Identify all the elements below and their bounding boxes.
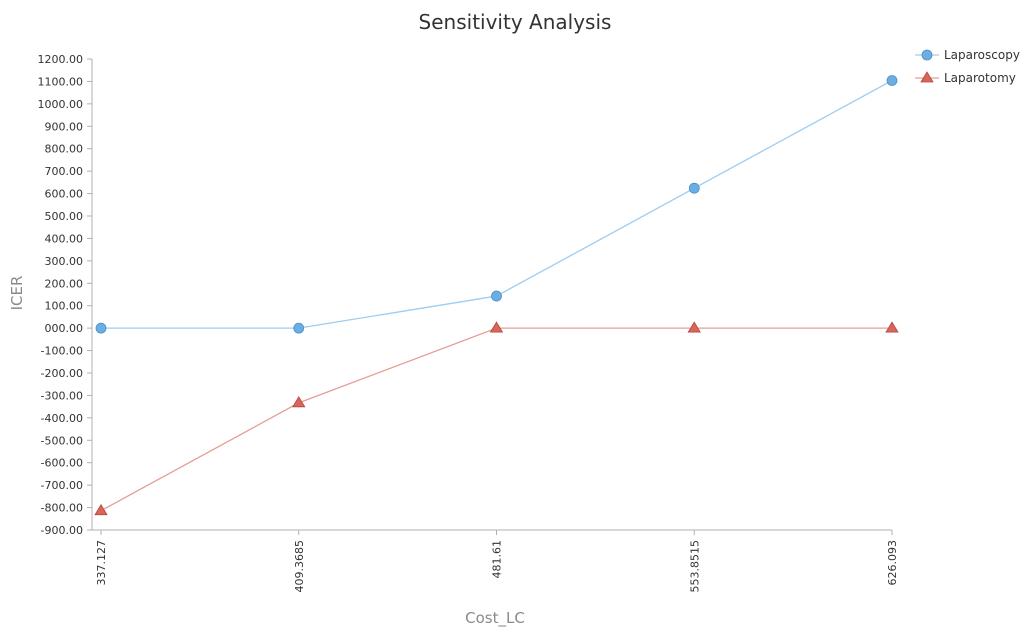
data-point-laparoscopy[interactable]	[491, 290, 502, 302]
legend-item-laparoscopy[interactable]: Laparoscopy	[915, 48, 1020, 62]
data-point-laparoscopy[interactable]	[293, 322, 305, 334]
legend-label: Laparoscopy	[944, 48, 1020, 62]
legend-label: Laparotomy	[944, 71, 1016, 85]
x-tick-label: 337.127	[95, 540, 108, 586]
y-tick-label: 700.00	[45, 165, 84, 178]
series-points	[94, 75, 899, 516]
y-tick-label: 500.00	[45, 210, 84, 223]
y-axis-title: ICER	[8, 276, 26, 311]
data-point-laparoscopy[interactable]	[886, 75, 898, 86]
y-tick-label: -700.00	[41, 479, 83, 492]
series-line-laparotomy	[100, 327, 892, 512]
y-tick-label: 1200.00	[38, 53, 84, 66]
y-tick-label: -600.00	[41, 457, 83, 470]
y-tick-label: -800.00	[41, 502, 83, 515]
data-point-laparotomy[interactable]	[292, 396, 306, 408]
data-point-laparoscopy[interactable]	[95, 322, 107, 334]
chart-title: Sensitivity Analysis	[419, 10, 612, 34]
y-tick-label: 300.00	[45, 255, 84, 268]
y-tick-label: 600.00	[45, 188, 84, 201]
y-tick-label: 1100.00	[38, 75, 84, 88]
y-axis-ticks: 1200.00 1100.00 1000.00 900.00 800.00 700.00 6…	[38, 53, 92, 537]
data-point-laparotomy[interactable]	[489, 321, 504, 333]
legend-marker-triangle	[920, 71, 934, 83]
data-point-laparotomy[interactable]	[94, 503, 108, 516]
y-tick-label: -200.00	[41, 367, 83, 380]
y-tick-label: -400.00	[41, 412, 83, 425]
y-tick-label: 800.00	[45, 143, 84, 156]
legend-marker-circle	[921, 49, 933, 61]
y-tick-label: 1000.00	[38, 98, 84, 111]
x-axis-title: Cost_LC	[465, 609, 525, 628]
y-tick-label: 400.00	[45, 232, 84, 245]
axes	[91, 59, 892, 531]
x-tick-label: 553.8515	[688, 540, 701, 593]
data-point-laparoscopy[interactable]	[688, 182, 700, 194]
y-tick-label: -900.00	[41, 524, 83, 537]
y-tick-label: -500.00	[41, 434, 83, 447]
y-tick-label: -300.00	[41, 389, 83, 402]
y-tick-label: 000.00	[45, 322, 84, 335]
x-tick-label: 409.3685	[293, 540, 306, 593]
data-point-laparotomy[interactable]	[687, 321, 701, 333]
legend: Laparoscopy Laparotomy	[915, 48, 1020, 85]
x-axis-ticks: 337.127 409.3685 481.61 553.8515 626.093	[95, 530, 899, 593]
y-tick-label: 200.00	[45, 277, 84, 290]
y-tick-label: 900.00	[45, 120, 84, 133]
y-tick-label: 100.00	[45, 300, 84, 313]
y-tick-label: -100.00	[41, 345, 83, 358]
x-tick-label: 626.093	[886, 540, 899, 586]
x-tick-label: 481.61	[491, 540, 504, 579]
data-point-laparotomy[interactable]	[885, 321, 899, 333]
legend-item-laparotomy[interactable]: Laparotomy	[915, 71, 1016, 85]
